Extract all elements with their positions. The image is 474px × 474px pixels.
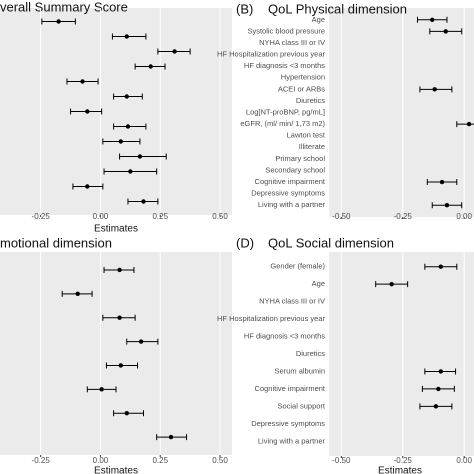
- y-tick-label: Log[NT-proBNP, pg/mL]: [246, 107, 325, 116]
- x-tick-label: -0.25: [32, 456, 51, 465]
- panel-background: [329, 252, 474, 456]
- point: [125, 124, 131, 129]
- point: [444, 203, 450, 208]
- point: [99, 387, 104, 392]
- point: [433, 404, 439, 409]
- panel-title: QoL Physical dimension: [268, 1, 407, 16]
- point: [85, 109, 90, 114]
- point: [438, 369, 444, 374]
- panel-background: [329, 8, 474, 217]
- point: [117, 315, 122, 320]
- x-tick-label: -0.25: [394, 456, 413, 465]
- point: [117, 267, 122, 273]
- point: [124, 34, 129, 39]
- x-axis-label: Estimates: [378, 466, 422, 474]
- y-tick-label: HF diagnosis <3 months: [244, 332, 325, 341]
- marks: [416, 16, 474, 209]
- marks: [41, 18, 191, 205]
- y-tick-label: HF Hospitalization previous year: [217, 314, 325, 323]
- y-tick-label: Hypertension: [281, 73, 325, 82]
- y-tick-label: Depressive symptoms: [251, 189, 325, 198]
- point: [466, 121, 472, 127]
- panel-title: verall Summary Score: [0, 0, 128, 14]
- y-tick-label: Systolic blood pressure: [247, 26, 325, 35]
- point: [141, 199, 146, 204]
- point: [56, 19, 61, 24]
- point: [439, 179, 445, 185]
- y-tick-label: Cognitive impairment: [255, 177, 326, 186]
- y-tick-label: Diuretics: [296, 96, 325, 105]
- y-tick-label: NYHA class III or IV: [259, 38, 325, 47]
- y-tick-label: Depressive symptoms: [251, 419, 325, 428]
- marks: [61, 266, 188, 441]
- point: [124, 410, 129, 416]
- panel-tag: (D): [236, 235, 254, 250]
- x-tick-label: 0.25: [152, 212, 168, 221]
- x-axis-label: Estimates: [94, 466, 138, 474]
- point: [128, 169, 133, 174]
- point: [172, 49, 177, 54]
- point: [118, 139, 123, 144]
- x-tick-label: 0.00: [93, 212, 109, 221]
- panel-background: [0, 8, 232, 215]
- y-tick-label: Illiterate: [299, 142, 325, 151]
- point: [438, 264, 444, 269]
- point: [443, 29, 448, 34]
- marks: [375, 263, 458, 410]
- error-bar: [111, 33, 147, 40]
- y-tick-label: Gender (female): [270, 262, 325, 271]
- x-tick-label: -0.50: [332, 212, 351, 221]
- y-tick-label: Diuretics: [296, 349, 325, 358]
- panel-title: QoL Social dimension: [268, 235, 394, 250]
- y-tick-label: Social support: [277, 401, 325, 410]
- point: [168, 434, 174, 440]
- y-tick-label: ACEI or ARBs: [278, 84, 325, 93]
- point: [436, 386, 441, 392]
- x-tick-label: 0.00: [456, 212, 472, 221]
- panel-tag: (B): [236, 1, 253, 16]
- point: [430, 17, 435, 22]
- x-tick-label: 0.50: [212, 456, 228, 465]
- y-tick-label: Living with a partner: [258, 436, 326, 445]
- y-tick-label: Primary school: [275, 154, 325, 163]
- x-tick-label: -0.25: [32, 212, 51, 221]
- y-tick-label: Living with a partner: [258, 200, 326, 209]
- x-tick-label: 0.50: [212, 212, 228, 221]
- x-tick-label: 0.00: [456, 456, 472, 465]
- point: [118, 363, 123, 368]
- y-tick-label: NYHA class III or IV: [259, 297, 325, 306]
- y-tick-label: Age: [312, 15, 325, 24]
- point: [389, 281, 394, 287]
- x-axis-label: Estimates: [94, 224, 138, 235]
- y-tick-label: Age: [312, 279, 325, 288]
- panel-title: motional dimension: [0, 235, 112, 250]
- point: [124, 94, 129, 99]
- y-tick-label: Lawton test: [287, 131, 326, 140]
- x-tick-label: 0.00: [93, 456, 109, 465]
- x-tick-label: -0.50: [332, 456, 351, 465]
- x-tick-label: 0.25: [152, 456, 168, 465]
- point: [75, 291, 80, 297]
- point: [432, 87, 437, 92]
- point: [138, 339, 144, 344]
- y-tick-label: HF diagnosis <3 months: [244, 61, 325, 70]
- point: [148, 64, 153, 69]
- point: [80, 79, 85, 84]
- panel-background: [0, 252, 232, 455]
- y-tick-label: eGFR, (ml/ min/ 1,73 m2): [240, 119, 325, 128]
- y-tick-label: Serum albumin: [275, 366, 325, 375]
- point: [85, 184, 90, 189]
- x-tick-label: -0.25: [394, 212, 413, 221]
- y-tick-label: HF Hospitalization previous year: [217, 50, 325, 59]
- point: [137, 154, 143, 159]
- y-tick-label: Secondary school: [265, 165, 325, 174]
- y-tick-label: Cognitive impairment: [255, 384, 326, 393]
- error-bar: [119, 153, 167, 160]
